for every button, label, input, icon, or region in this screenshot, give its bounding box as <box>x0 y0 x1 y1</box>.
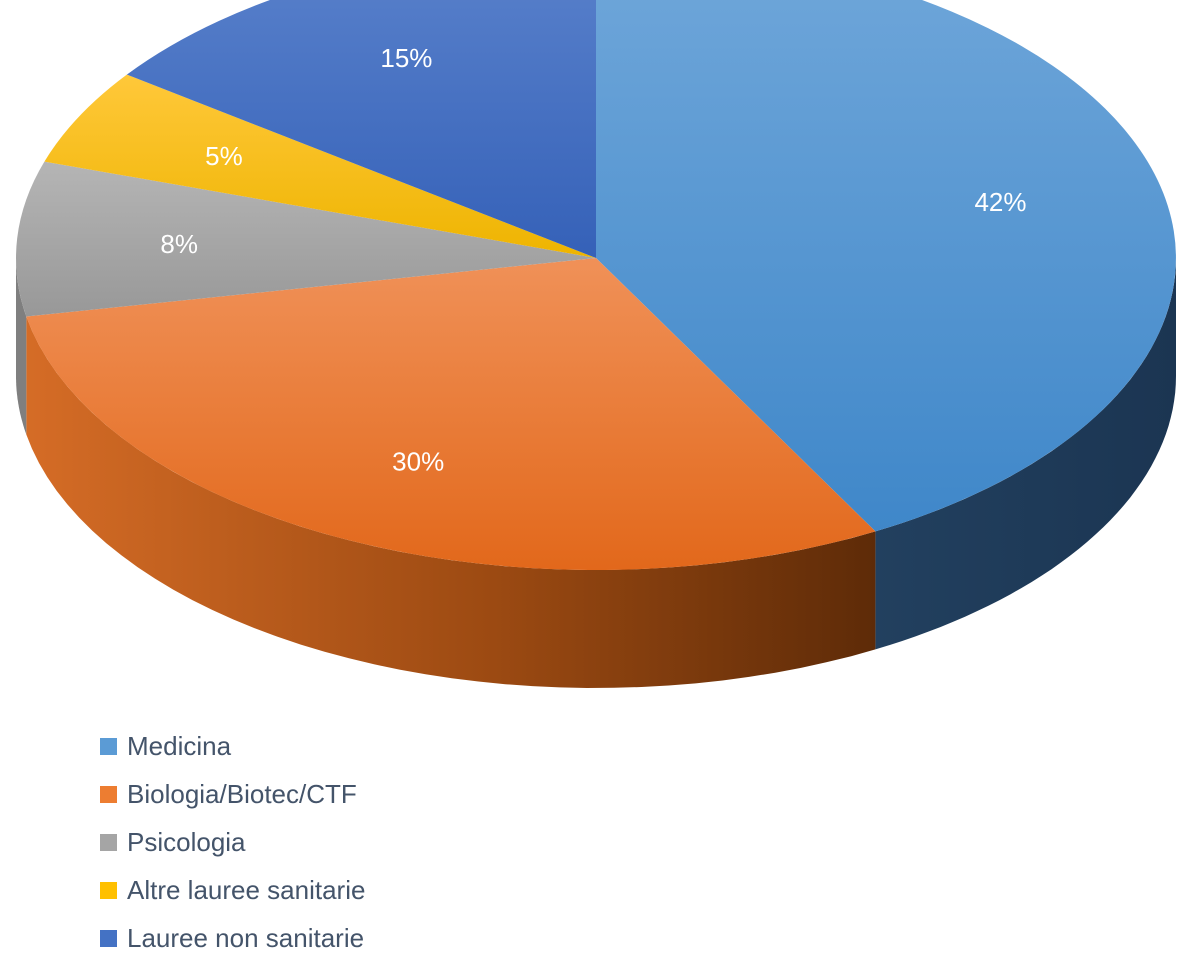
pie-slice-0 <box>596 0 1176 532</box>
legend-label: Lauree non sanitarie <box>127 922 365 953</box>
data-label-1: 30% <box>392 446 444 476</box>
data-label-3: 5% <box>205 141 243 171</box>
pie-side-2 <box>16 258 27 435</box>
pie-slice-2 <box>16 161 597 317</box>
legend-item: Psicologia <box>100 818 365 866</box>
legend-item: Biologia/Biotec/CTF <box>100 770 365 818</box>
legend-item: Altre lauree sanitarie <box>100 866 365 914</box>
legend-swatch <box>100 881 117 899</box>
pie-slice-4 <box>126 0 596 258</box>
pie-side-1 <box>26 316 876 688</box>
legend-item: Medicina <box>100 722 365 770</box>
legend-label: Medicina <box>127 730 232 761</box>
legend-label: Psicologia <box>127 826 246 857</box>
legend-label: Biologia/Biotec/CTF <box>127 778 357 809</box>
pie-side-0 <box>875 258 1176 650</box>
data-label-0: 42% <box>974 187 1026 217</box>
data-label-2: 8% <box>160 229 198 259</box>
legend-swatch <box>100 737 117 755</box>
pie-slice-1 <box>26 258 876 570</box>
legend-label: Altre lauree sanitarie <box>127 874 366 905</box>
legend-swatch <box>100 785 117 803</box>
data-label-4: 15% <box>380 43 432 73</box>
legend: Medicina Biologia/Biotec/CTF Psicologia Alt… <box>100 722 365 962</box>
pie-slice-3 <box>44 74 596 258</box>
legend-swatch <box>100 929 117 947</box>
legend-swatch <box>100 833 117 851</box>
legend-item: Lauree non sanitarie <box>100 914 365 962</box>
